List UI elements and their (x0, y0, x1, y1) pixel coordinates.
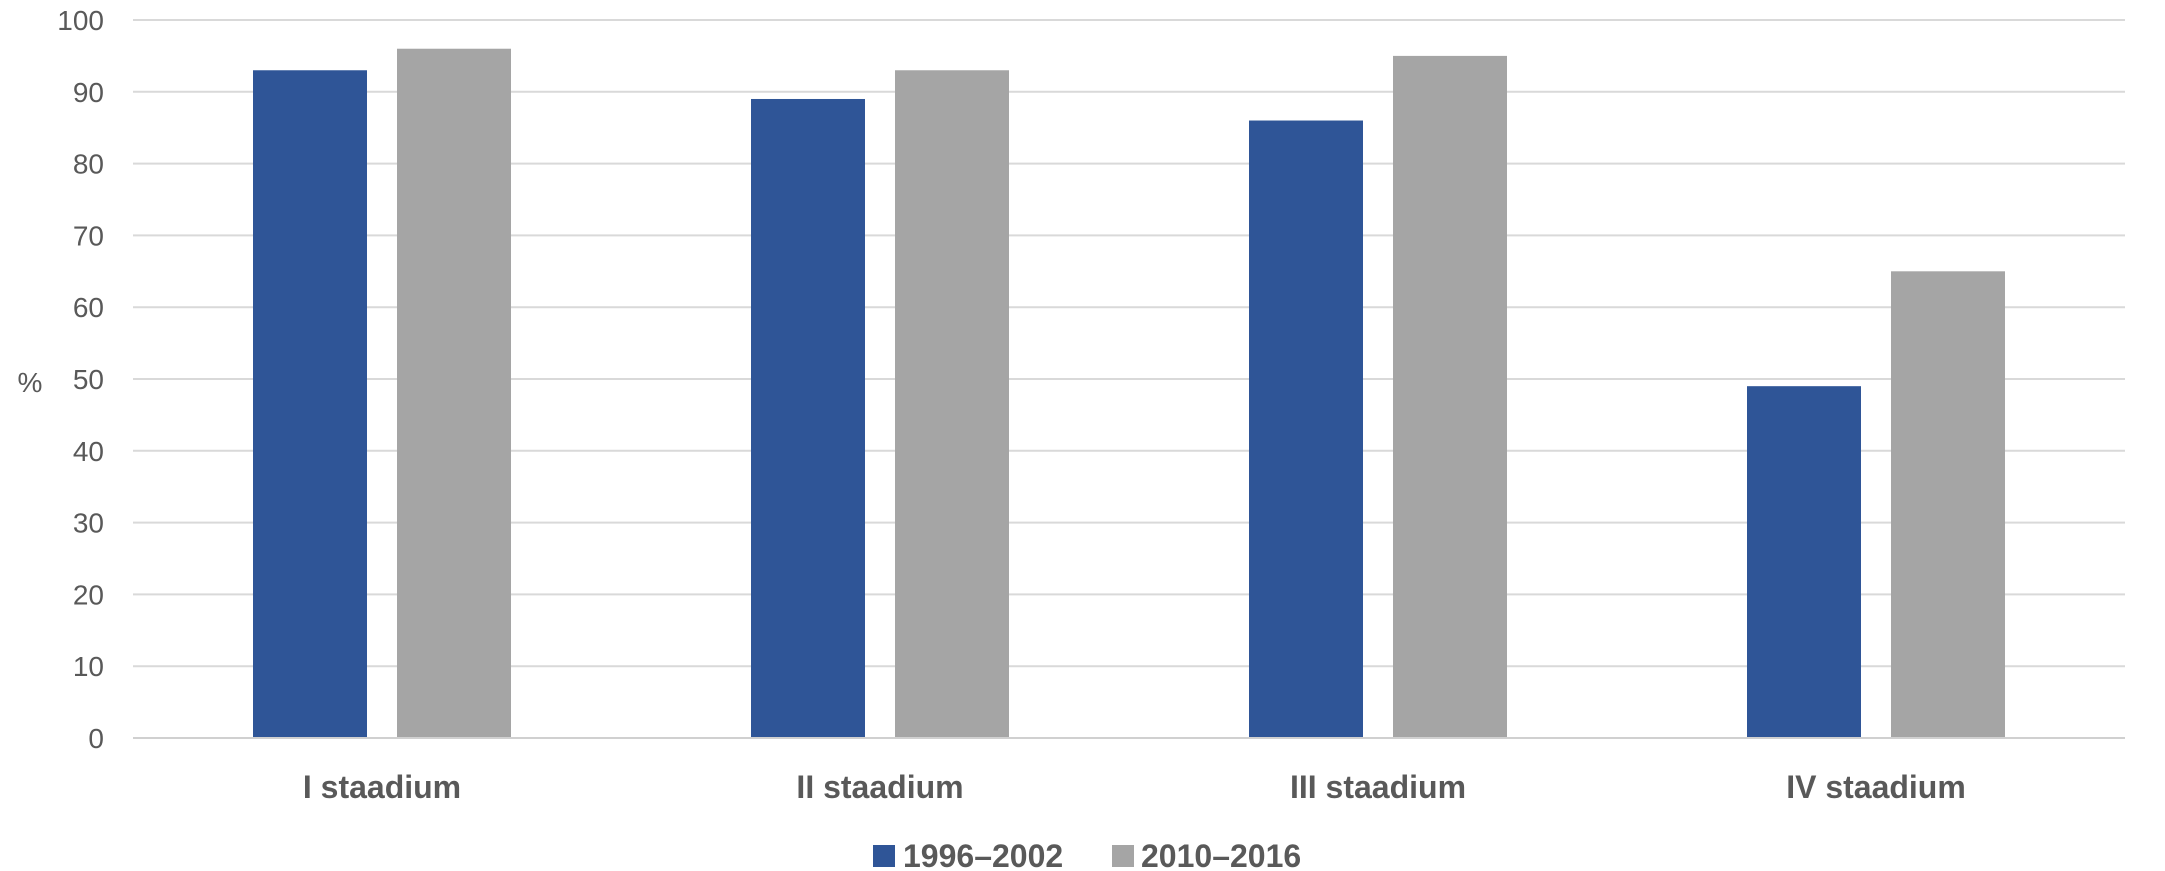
bar-1-1 (253, 70, 367, 738)
y-tick-label: 90 (73, 77, 104, 108)
y-tick-label: 40 (73, 436, 104, 467)
bar-1-3 (1249, 120, 1363, 738)
y-tick-label: 60 (73, 292, 104, 323)
legend-label: 1996–2002 (903, 838, 1063, 871)
category-label: I staadium (303, 769, 461, 805)
legend-label: 2010–2016 (1141, 838, 1301, 871)
category-label: IV staadium (1786, 769, 1966, 805)
bar-2-4 (1891, 271, 2005, 738)
y-tick-label: 30 (73, 508, 104, 539)
y-axis-ticks: 0 10 20 30 40 50 60 70 80 90 100 (57, 5, 104, 754)
bar-2-2 (895, 70, 1009, 738)
bar-2-1 (397, 48, 511, 739)
bars (253, 48, 2005, 739)
bar-1-2 (751, 98, 865, 739)
y-tick-label: 10 (73, 651, 104, 682)
y-tick-label: 50 (73, 364, 104, 395)
category-label: II staadium (796, 769, 963, 805)
legend: 1996–2002 2010–2016 (873, 838, 1301, 871)
y-axis-label: % (18, 367, 43, 398)
category-label: III staadium (1290, 769, 1466, 805)
bar-2-3 (1393, 55, 1507, 738)
x-axis-categories: I staadium II staadium III staadium IV staa… (303, 769, 1966, 805)
y-tick-label: 0 (88, 723, 104, 754)
y-tick-label: 20 (73, 579, 104, 610)
bar-1-4 (1747, 386, 1861, 738)
y-tick-label: 100 (57, 5, 104, 36)
y-tick-label: 70 (73, 220, 104, 251)
legend-swatch (1112, 845, 1134, 867)
legend-swatch (873, 845, 895, 867)
y-tick-label: 80 (73, 149, 104, 180)
